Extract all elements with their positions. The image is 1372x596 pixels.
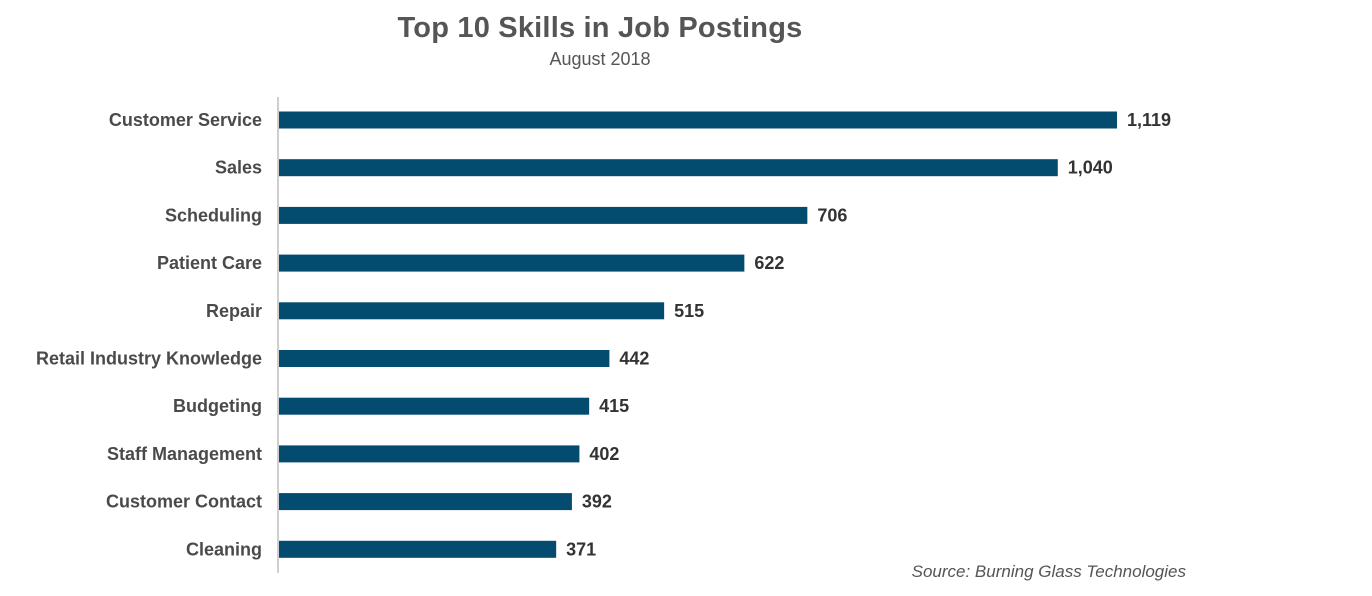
- data-label: 515: [674, 301, 704, 321]
- bar: [279, 540, 557, 558]
- data-label: 1,040: [1068, 158, 1113, 178]
- category-label: Cleaning: [186, 539, 262, 559]
- data-label: 371: [566, 539, 596, 559]
- chart-source-note: Source: Burning Glass Technologies: [911, 562, 1186, 581]
- bar: [279, 397, 590, 415]
- bar: [279, 159, 1058, 177]
- bar: [279, 493, 572, 511]
- data-label: 415: [599, 396, 629, 416]
- data-label: 392: [582, 492, 612, 512]
- category-label: Patient Care: [157, 253, 262, 273]
- category-label: Retail Industry Knowledge: [36, 349, 262, 369]
- category-label: Sales: [215, 158, 262, 178]
- bar: [279, 350, 610, 367]
- data-label: 402: [589, 444, 619, 464]
- bar: [279, 111, 1117, 129]
- category-label: Scheduling: [165, 205, 262, 225]
- chart-title: Top 10 Skills in Job Postings: [397, 12, 803, 44]
- category-label: Customer Service: [109, 110, 262, 130]
- category-label: Customer Contact: [106, 492, 262, 512]
- data-label: 622: [754, 253, 784, 273]
- category-label: Staff Management: [107, 444, 262, 464]
- bar: [279, 206, 808, 224]
- category-label: Budgeting: [173, 396, 262, 416]
- data-label: 706: [817, 205, 847, 225]
- chart-subtitle: August 2018: [549, 49, 651, 69]
- bar: [279, 445, 580, 463]
- bar: [279, 254, 745, 272]
- bar: [279, 302, 665, 320]
- data-label: 442: [619, 349, 649, 369]
- category-label: Repair: [206, 301, 262, 321]
- data-label: 1,119: [1127, 110, 1171, 130]
